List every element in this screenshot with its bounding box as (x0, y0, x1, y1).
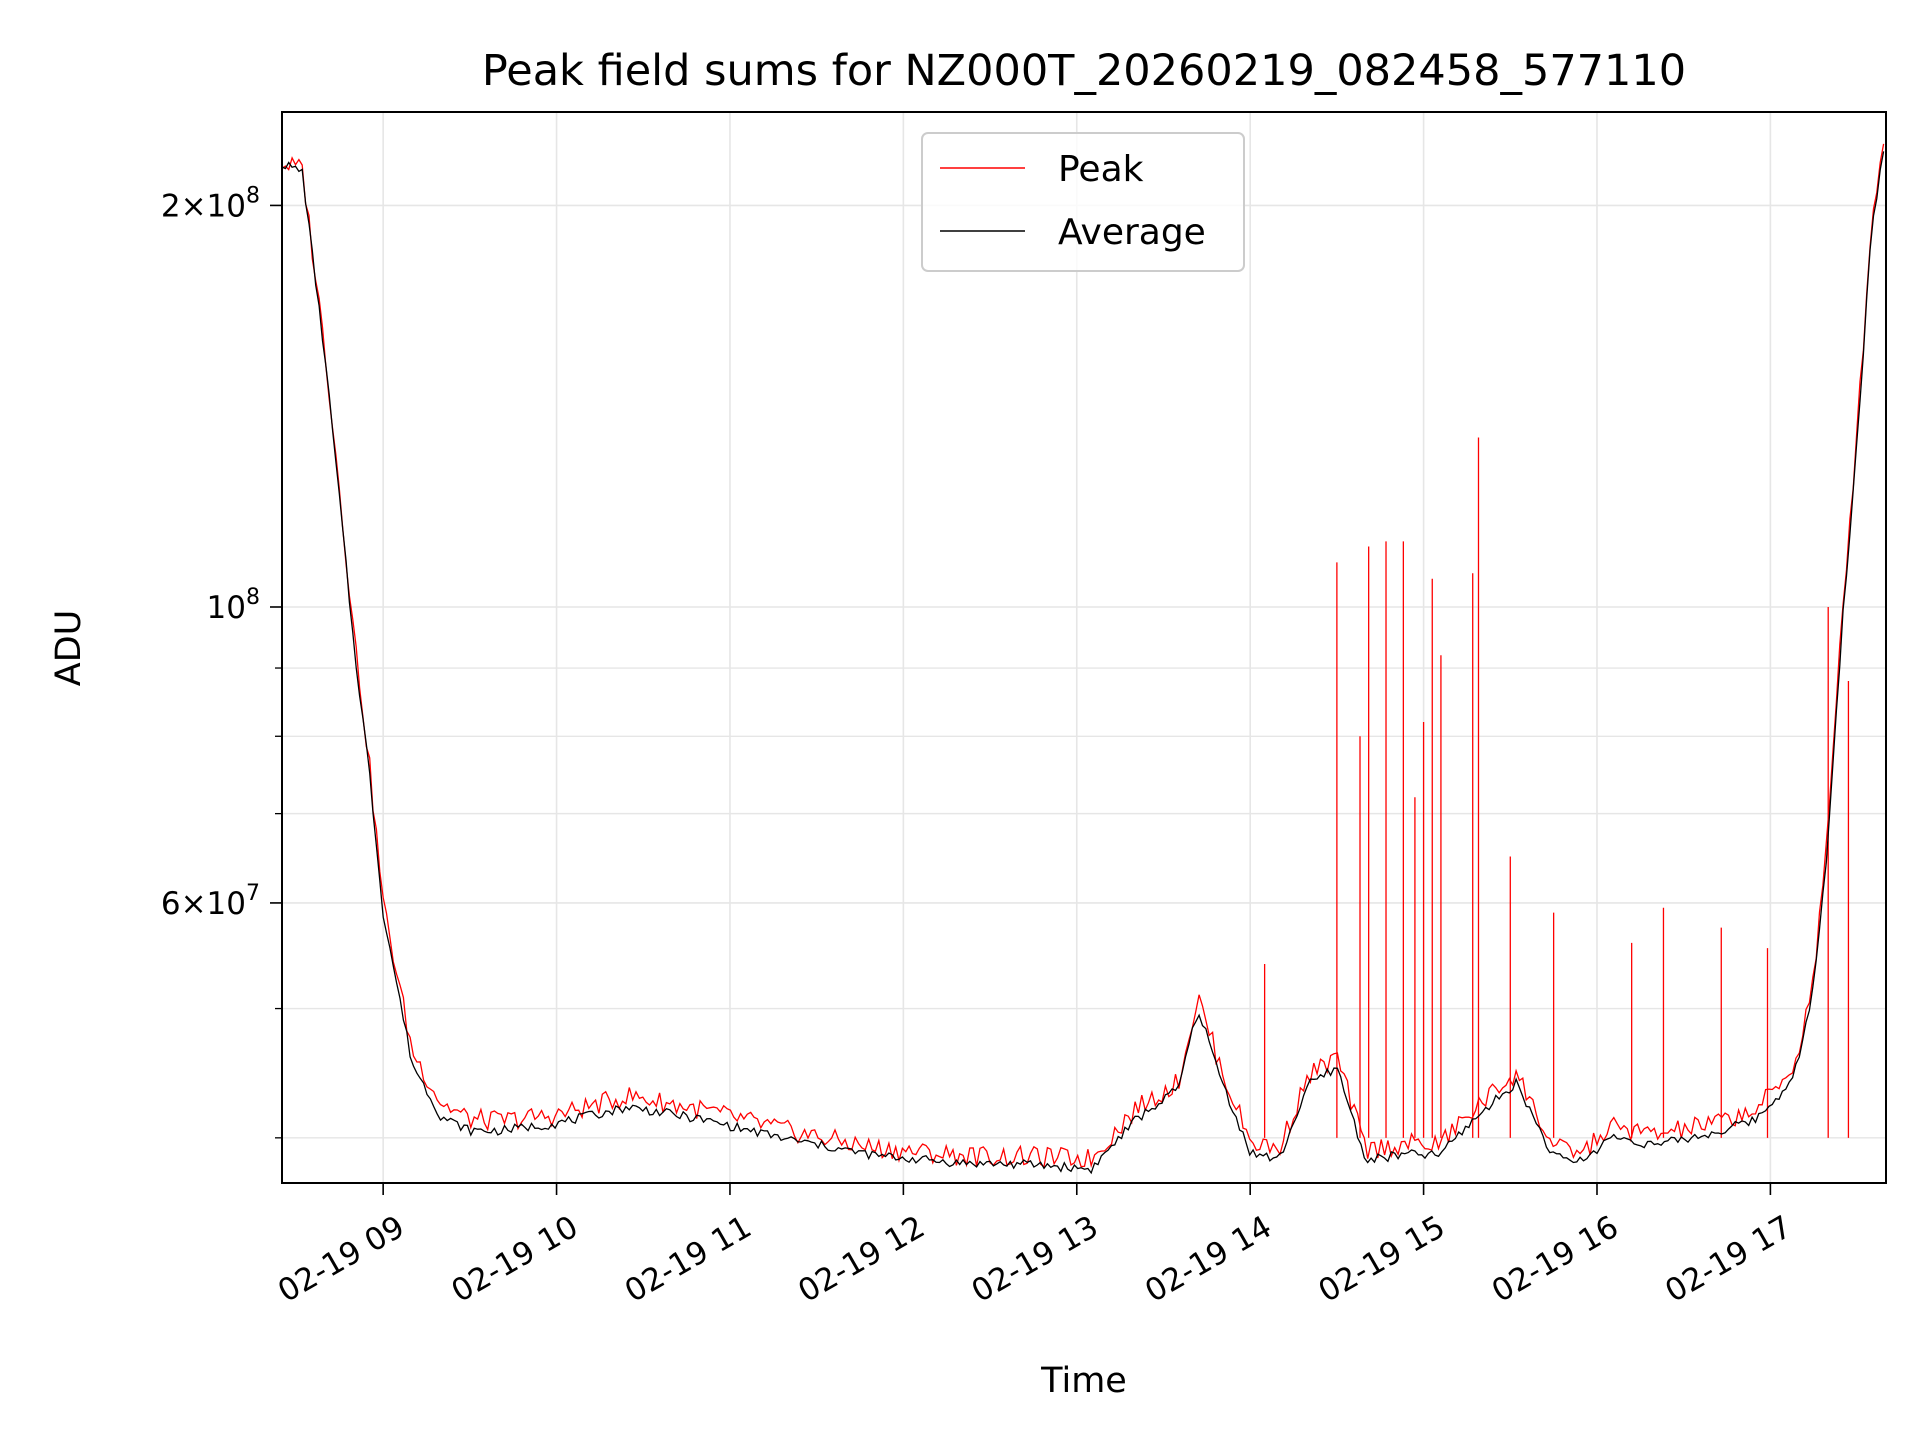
y-tick-label: 2×108 (161, 183, 260, 224)
y-tick-label: 108 (207, 585, 260, 626)
average-series-line (281, 151, 1885, 1175)
plot-frame (281, 111, 1887, 1184)
grid-layer (282, 112, 1886, 1183)
legend-label-peak: Peak (1058, 149, 1144, 190)
legend-label-average: Average (1058, 212, 1206, 253)
chart-title: Peak field sums for NZ000T_20260219_0824… (482, 46, 1686, 96)
series-layer (281, 143, 1885, 1175)
y-tick-label: 6×107 (161, 881, 260, 922)
peak-series-line (281, 143, 1885, 1169)
x-axis-title: Time (1040, 1361, 1127, 1401)
y-axis-title: ADU (49, 610, 89, 687)
legend: Peak Average (921, 132, 1245, 272)
